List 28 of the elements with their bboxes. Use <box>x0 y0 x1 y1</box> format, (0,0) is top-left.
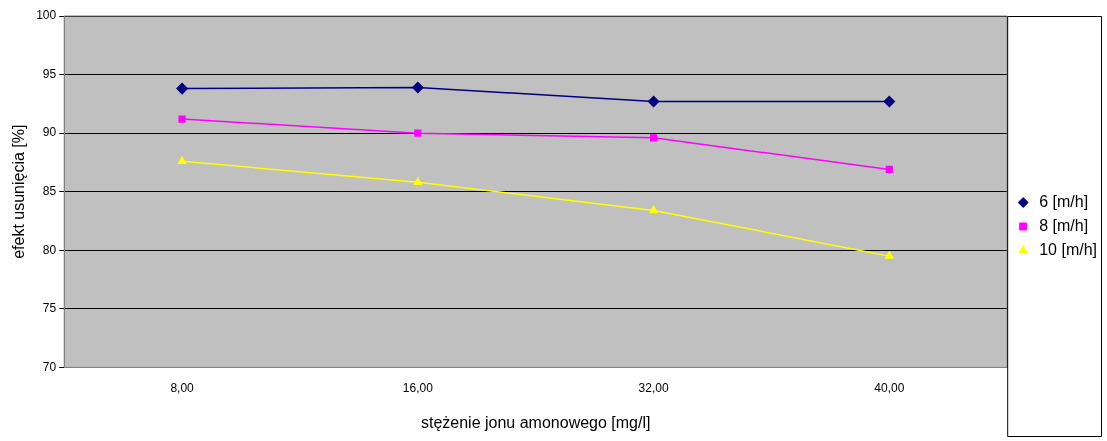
y-tick-label: 80 <box>42 242 57 257</box>
point <box>885 251 894 259</box>
x-tick-label: 40,00 <box>874 380 905 395</box>
y-tick-label: 95 <box>42 66 57 81</box>
x-axis-title: stężenie jonu amonowego [mg/l] <box>420 413 651 431</box>
point <box>414 129 422 137</box>
point <box>178 115 186 123</box>
point <box>647 95 660 108</box>
legend-label: 6 [m/h] <box>1039 192 1089 210</box>
x-tick-label: 32,00 <box>638 380 669 395</box>
point <box>650 134 658 142</box>
legend-label: 8 [m/h] <box>1039 216 1089 234</box>
x-tick-label: 8,00 <box>170 380 195 395</box>
point <box>177 156 187 164</box>
point <box>412 81 424 94</box>
y-tick-label: 75 <box>42 301 57 316</box>
point <box>883 95 896 108</box>
point <box>413 177 423 186</box>
legend-label: 10 [m/h] <box>1039 240 1098 258</box>
point <box>885 165 893 174</box>
y-tick-label: 100 <box>36 8 57 23</box>
y-tick-label: 70 <box>42 359 57 374</box>
y-tick-label: 90 <box>42 125 57 140</box>
y-axis-title: efekt usunięcia [%] <box>10 124 28 259</box>
point <box>176 82 188 95</box>
x-tick-label: 16,00 <box>402 380 434 395</box>
y-tick-label: 85 <box>42 184 57 199</box>
point <box>649 205 658 214</box>
